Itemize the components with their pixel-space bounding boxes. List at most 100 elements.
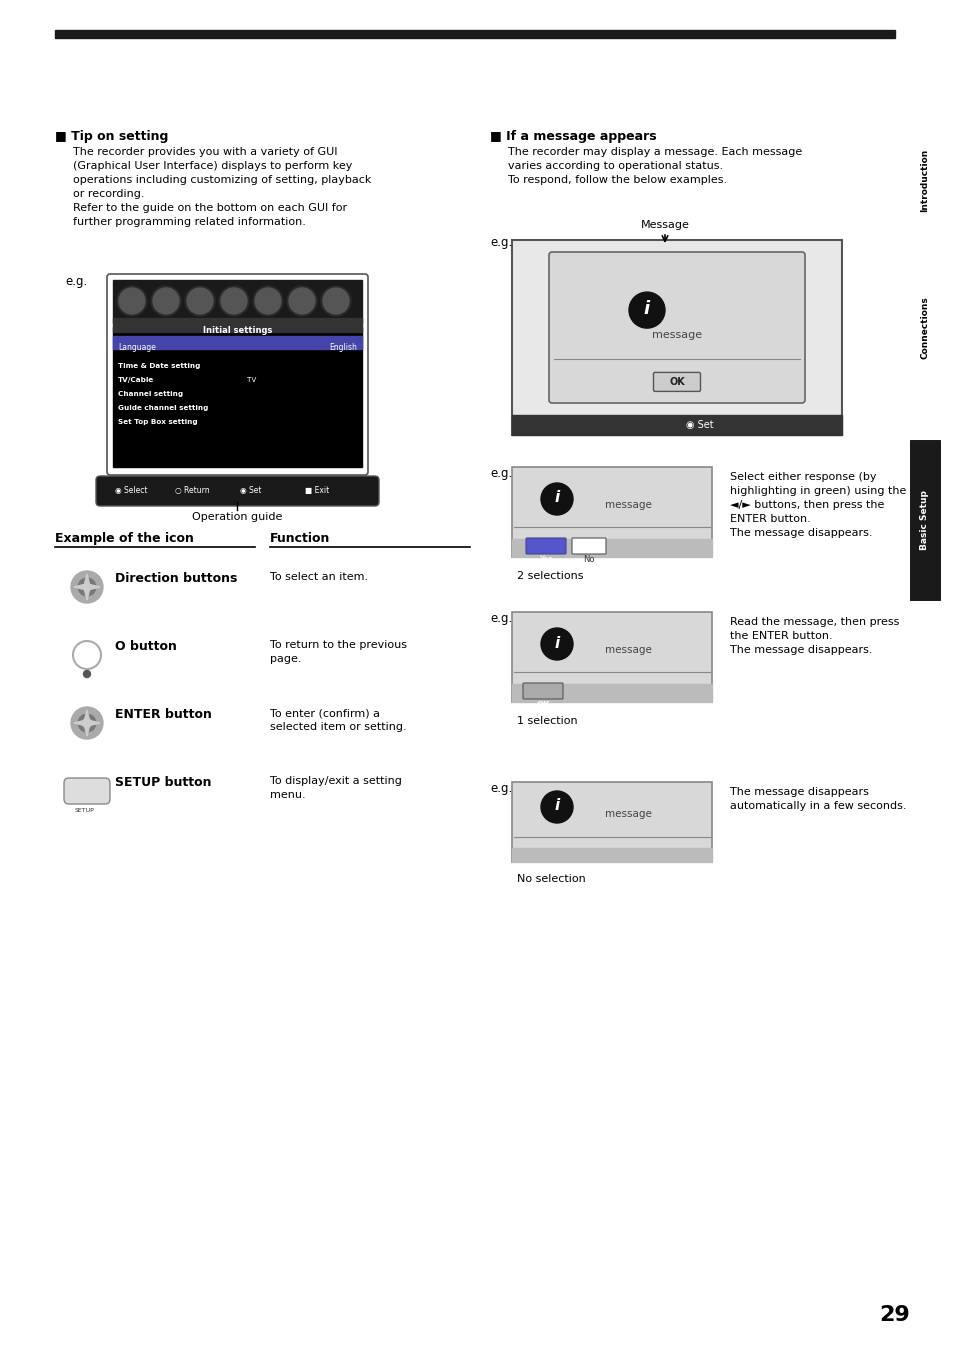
Text: message: message — [651, 330, 701, 340]
Bar — [512, 539, 711, 557]
Circle shape — [221, 288, 247, 314]
Circle shape — [320, 286, 351, 315]
Circle shape — [540, 791, 573, 824]
Text: The message disappears
automatically in a few seconds.: The message disappears automatically in … — [729, 787, 905, 811]
Bar — [909, 266, 939, 390]
Circle shape — [219, 286, 249, 315]
Text: Select either response (by
highlighting in green) using the
◄/► buttons, then pr: Select either response (by highlighting … — [729, 472, 905, 538]
Text: Connections: Connections — [920, 297, 928, 359]
Text: e.g.: e.g. — [490, 466, 512, 480]
Polygon shape — [84, 710, 91, 723]
Bar — [112, 336, 361, 349]
Text: Example of the icon: Example of the icon — [55, 532, 193, 545]
Bar — [512, 415, 841, 435]
Bar — [512, 848, 711, 861]
Circle shape — [185, 286, 214, 315]
Text: Read the message, then press
the ENTER button.
The message disappears.: Read the message, then press the ENTER b… — [729, 617, 899, 655]
Text: No: No — [582, 555, 594, 565]
Text: SETUP button: SETUP button — [115, 776, 212, 789]
Bar — [512, 466, 711, 557]
Text: To display/exit a setting
menu.: To display/exit a setting menu. — [270, 776, 401, 799]
Text: Operation guide: Operation guide — [192, 512, 282, 522]
Text: message: message — [604, 500, 651, 510]
Text: Time & Date setting: Time & Date setting — [118, 363, 200, 369]
Text: message: message — [604, 809, 651, 820]
Text: To return to the previous
page.: To return to the previous page. — [270, 640, 407, 665]
FancyBboxPatch shape — [653, 372, 700, 391]
FancyBboxPatch shape — [548, 252, 804, 403]
Circle shape — [84, 670, 91, 678]
Bar — [112, 280, 361, 324]
Circle shape — [287, 286, 316, 315]
FancyBboxPatch shape — [64, 778, 110, 803]
Text: Language: Language — [118, 342, 155, 352]
Text: ■ If a message appears: ■ If a message appears — [490, 129, 656, 143]
FancyBboxPatch shape — [107, 274, 368, 474]
Circle shape — [119, 288, 145, 314]
Text: To enter (confirm) a
selected item or setting.: To enter (confirm) a selected item or se… — [270, 708, 406, 732]
FancyBboxPatch shape — [525, 538, 565, 554]
Circle shape — [71, 706, 103, 739]
Text: Function: Function — [270, 532, 330, 545]
Circle shape — [71, 572, 103, 603]
Text: 29: 29 — [879, 1305, 909, 1325]
Bar — [512, 683, 711, 702]
Text: ■ Exit: ■ Exit — [305, 487, 329, 496]
FancyBboxPatch shape — [572, 538, 605, 554]
Text: Initial settings: Initial settings — [203, 326, 272, 336]
Text: SETUP: SETUP — [75, 809, 94, 813]
Bar — [512, 612, 711, 702]
Polygon shape — [87, 720, 100, 727]
FancyBboxPatch shape — [96, 476, 378, 506]
Polygon shape — [73, 720, 87, 727]
Text: Direction buttons: Direction buttons — [115, 572, 237, 585]
Text: message: message — [604, 644, 651, 655]
Text: Yes: Yes — [538, 555, 552, 565]
Polygon shape — [84, 586, 91, 600]
Circle shape — [117, 286, 147, 315]
Text: OK: OK — [668, 377, 684, 387]
Bar — [55, 30, 894, 38]
Circle shape — [84, 584, 91, 590]
Text: ○ Return: ○ Return — [174, 487, 210, 496]
Text: To select an item.: To select an item. — [270, 572, 368, 582]
Text: e.g.: e.g. — [65, 275, 87, 288]
Text: English: English — [329, 342, 356, 352]
Text: TV/Cable: TV/Cable — [118, 377, 154, 383]
Text: Introduction: Introduction — [920, 148, 928, 212]
Circle shape — [152, 288, 179, 314]
Text: Basic Setup: Basic Setup — [920, 491, 928, 550]
Text: O button: O button — [115, 640, 176, 652]
Circle shape — [82, 718, 91, 728]
Text: i: i — [554, 798, 559, 813]
FancyBboxPatch shape — [522, 683, 562, 700]
Text: i: i — [554, 635, 559, 651]
Text: e.g.: e.g. — [490, 236, 512, 249]
Text: 2 selections: 2 selections — [517, 572, 583, 581]
Text: e.g.: e.g. — [490, 782, 512, 795]
Bar — [909, 129, 939, 231]
Text: TV: TV — [247, 377, 256, 383]
Circle shape — [628, 293, 664, 328]
Bar — [512, 240, 841, 435]
Text: ■ Tip on setting: ■ Tip on setting — [55, 129, 168, 143]
Text: i: i — [643, 301, 649, 318]
Text: The recorder provides you with a variety of GUI
(Graphical User Interface) displ: The recorder provides you with a variety… — [73, 147, 371, 226]
Text: 1 selection: 1 selection — [517, 716, 577, 727]
Text: ◉ Select: ◉ Select — [115, 487, 148, 496]
Polygon shape — [87, 584, 100, 590]
Polygon shape — [84, 723, 91, 736]
Circle shape — [254, 288, 281, 314]
Circle shape — [78, 714, 95, 732]
Text: Set Top Box setting: Set Top Box setting — [118, 419, 197, 425]
Text: No selection: No selection — [517, 874, 585, 884]
Circle shape — [540, 483, 573, 515]
Circle shape — [151, 286, 181, 315]
Polygon shape — [84, 574, 91, 586]
Text: i: i — [554, 491, 559, 506]
Text: ◉ Set: ◉ Set — [685, 421, 713, 430]
Text: OK: OK — [536, 701, 549, 709]
Text: Channel setting: Channel setting — [118, 391, 183, 398]
Circle shape — [540, 628, 573, 661]
Text: ENTER button: ENTER button — [115, 708, 212, 721]
